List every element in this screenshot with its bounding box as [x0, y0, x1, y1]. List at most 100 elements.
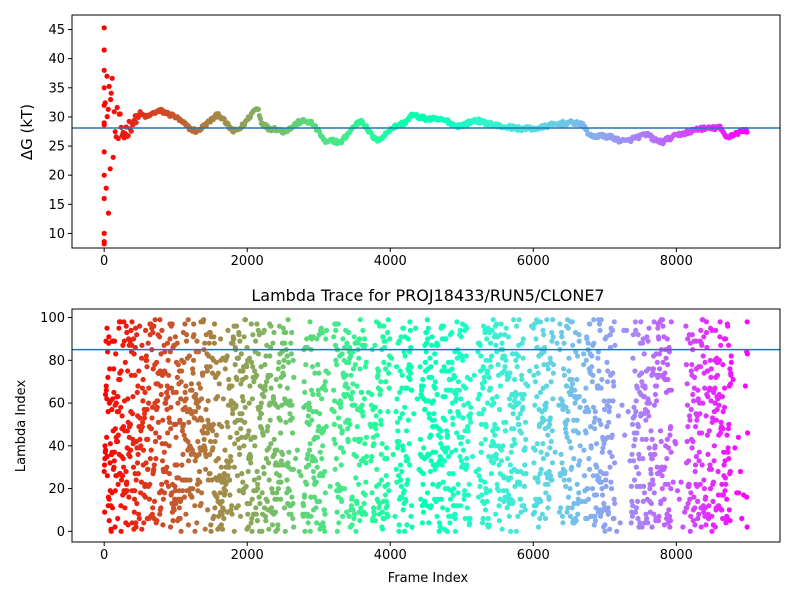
- lambda-point: [727, 518, 733, 524]
- lambda-point: [240, 479, 246, 485]
- lambda-point: [234, 473, 240, 479]
- lambda-point: [700, 400, 706, 406]
- lambda-point: [465, 492, 471, 498]
- lambda-point: [447, 496, 454, 502]
- lambda-point: [420, 376, 426, 383]
- lambda-point: [496, 462, 502, 468]
- lambda-point: [135, 383, 141, 389]
- lambda-point: [431, 398, 437, 404]
- lambda-point: [421, 445, 427, 451]
- lambda-point: [663, 355, 669, 361]
- lambda-point: [335, 321, 341, 327]
- lambda-point: [376, 481, 382, 487]
- lambda-point: [722, 385, 728, 391]
- lambda-point: [118, 368, 124, 374]
- lambda-point: [588, 445, 594, 451]
- lambda-point: [218, 336, 224, 342]
- lambda-point: [507, 370, 513, 376]
- lambda-point: [692, 462, 699, 468]
- lambda-point: [131, 509, 137, 515]
- lambda-point: [558, 505, 564, 511]
- lambda-point: [709, 528, 715, 534]
- lambda-point: [263, 456, 269, 462]
- lambda-point: [423, 329, 429, 336]
- lambda-point: [508, 449, 514, 455]
- lambda-point: [678, 479, 684, 485]
- lambda-point: [286, 449, 292, 455]
- lambda-point: [125, 522, 131, 528]
- lambda-point: [708, 366, 714, 372]
- lambda-point: [246, 400, 252, 406]
- lambda-point: [353, 475, 359, 481]
- lambda-point: [511, 398, 518, 404]
- lambda-point: [255, 486, 261, 492]
- lambda-point: [557, 321, 563, 327]
- lambda-point: [302, 389, 308, 395]
- lambda-point: [441, 323, 447, 329]
- lambda-point: [500, 443, 506, 449]
- lambda-point: [507, 462, 513, 468]
- lambda-point: [336, 520, 342, 526]
- lambda-point: [375, 372, 381, 378]
- lambda-point: [227, 434, 233, 440]
- lambda-point: [151, 466, 157, 472]
- lambda-point: [721, 462, 727, 468]
- lambda-point: [251, 379, 257, 385]
- lambda-point: [593, 492, 600, 498]
- lambda-point: [602, 528, 608, 534]
- lambda-point: [156, 434, 162, 440]
- lambda-point: [154, 359, 160, 365]
- lambda-point: [222, 488, 229, 494]
- lambda-point: [235, 503, 241, 509]
- lambda-point: [443, 449, 449, 455]
- lambda-point: [307, 528, 313, 534]
- lambda-point: [215, 456, 221, 462]
- lambda-point: [706, 503, 712, 509]
- lambda-point: [714, 406, 720, 413]
- lambda-point: [267, 344, 274, 351]
- lambda-point: [698, 327, 704, 333]
- lambda-point: [185, 522, 191, 528]
- lambda-point: [460, 357, 466, 363]
- lambda-point: [128, 372, 134, 378]
- lambda-point: [458, 458, 464, 464]
- lambda-point: [306, 400, 312, 406]
- lambda-point: [385, 513, 391, 519]
- lambda-point: [333, 357, 339, 363]
- lambda-point: [696, 511, 702, 517]
- lambda-point: [153, 430, 159, 436]
- lambda-point: [405, 477, 411, 483]
- lambda-point: [556, 509, 563, 515]
- lambda-point: [371, 441, 377, 447]
- lambda-point: [651, 402, 658, 408]
- lambda-point: [724, 432, 730, 438]
- lambda-point: [314, 464, 320, 470]
- lambda-point: [481, 374, 487, 380]
- lambda-point: [342, 486, 348, 492]
- lambda-point: [435, 342, 441, 348]
- delta-g-point: [107, 166, 113, 172]
- delta-g-axes-frame: [71, 14, 781, 249]
- lambda-point: [375, 368, 382, 374]
- lambda-point: [519, 372, 525, 378]
- lambda-point: [352, 362, 358, 368]
- lambda-point: [129, 411, 136, 417]
- lambda-point: [146, 385, 152, 391]
- lambda-point: [207, 471, 213, 477]
- lambda-point: [192, 528, 198, 534]
- lambda-point: [174, 374, 180, 380]
- lambda-point: [532, 379, 539, 385]
- lambda-point: [476, 473, 482, 479]
- lambda-point: [606, 419, 612, 425]
- lambda-point: [513, 357, 519, 363]
- lambda-point: [707, 486, 714, 492]
- lambda-point: [266, 445, 272, 451]
- lambda-point: [212, 438, 218, 445]
- lambda-point: [718, 419, 724, 425]
- lambda-point: [214, 494, 220, 500]
- lambda-point: [387, 336, 393, 342]
- lambda-point: [225, 473, 231, 479]
- lambda-point: [650, 477, 656, 483]
- lambda-point: [538, 449, 544, 455]
